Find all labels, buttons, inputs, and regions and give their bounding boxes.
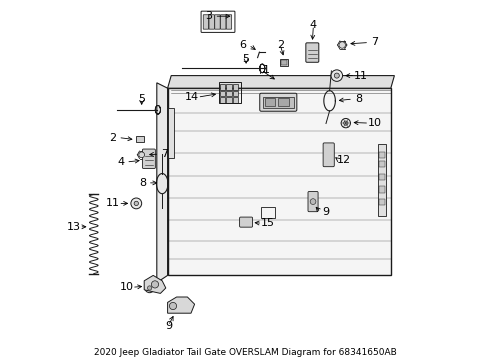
Circle shape [145,283,154,293]
Text: 4: 4 [117,157,124,167]
Bar [379,186,385,193]
Bar [220,84,225,90]
Circle shape [139,152,145,158]
Bar [220,97,225,103]
Text: 1: 1 [263,65,270,75]
Bar [378,144,386,216]
Circle shape [151,281,159,288]
Circle shape [331,70,343,81]
Text: 8: 8 [139,178,146,188]
Text: 14: 14 [185,92,199,102]
FancyBboxPatch shape [240,217,252,227]
FancyBboxPatch shape [323,143,334,167]
Bar [233,91,238,96]
FancyBboxPatch shape [215,15,220,29]
Bar [220,91,225,96]
Text: 11: 11 [354,71,368,81]
Bar [226,91,232,96]
Circle shape [147,286,152,290]
Bar [379,152,385,158]
FancyBboxPatch shape [203,15,209,29]
Text: 9: 9 [165,321,172,331]
Bar [168,108,174,158]
FancyBboxPatch shape [220,15,226,29]
Text: 15: 15 [261,218,275,228]
Text: 11: 11 [106,198,120,208]
Text: 9: 9 [322,207,330,217]
Bar [261,207,275,218]
Circle shape [341,118,350,128]
Text: 7: 7 [161,149,168,159]
Text: 2020 Jeep Gladiator Tail Gate OVERSLAM Diagram for 68341650AB: 2020 Jeep Gladiator Tail Gate OVERSLAM D… [94,348,396,356]
Bar [281,60,288,65]
Text: 2: 2 [277,40,284,50]
Bar [233,84,238,90]
Polygon shape [168,88,391,275]
Text: 5: 5 [243,54,249,64]
Circle shape [134,201,139,206]
FancyBboxPatch shape [209,15,215,29]
Bar [136,136,144,142]
Polygon shape [168,297,195,313]
Text: 13: 13 [67,222,81,232]
Circle shape [131,198,142,209]
Text: 4: 4 [310,20,317,30]
Polygon shape [144,275,166,293]
FancyBboxPatch shape [306,43,319,62]
Bar [379,161,385,167]
Circle shape [334,73,339,78]
Circle shape [310,199,316,204]
Text: 6: 6 [240,40,246,50]
Bar [379,199,385,205]
Polygon shape [157,83,168,283]
Circle shape [339,42,345,48]
Bar [219,82,241,103]
FancyBboxPatch shape [308,192,318,212]
Bar [233,97,238,103]
Bar [379,174,385,180]
Text: 3: 3 [205,11,213,21]
Bar [226,97,232,103]
FancyBboxPatch shape [143,149,155,168]
Bar [226,84,232,90]
Bar [265,98,275,106]
Bar [278,98,289,106]
Polygon shape [168,76,394,88]
Text: 10: 10 [120,282,134,292]
FancyBboxPatch shape [226,15,232,29]
Text: 12: 12 [337,155,351,165]
FancyBboxPatch shape [260,93,297,111]
Text: 10: 10 [368,118,382,128]
Text: 5: 5 [138,94,145,104]
Bar [263,97,294,108]
Circle shape [170,302,176,310]
Text: 7: 7 [371,37,378,48]
Text: 8: 8 [355,94,362,104]
Circle shape [343,121,348,125]
Bar [280,59,288,66]
Text: 2: 2 [109,132,117,143]
